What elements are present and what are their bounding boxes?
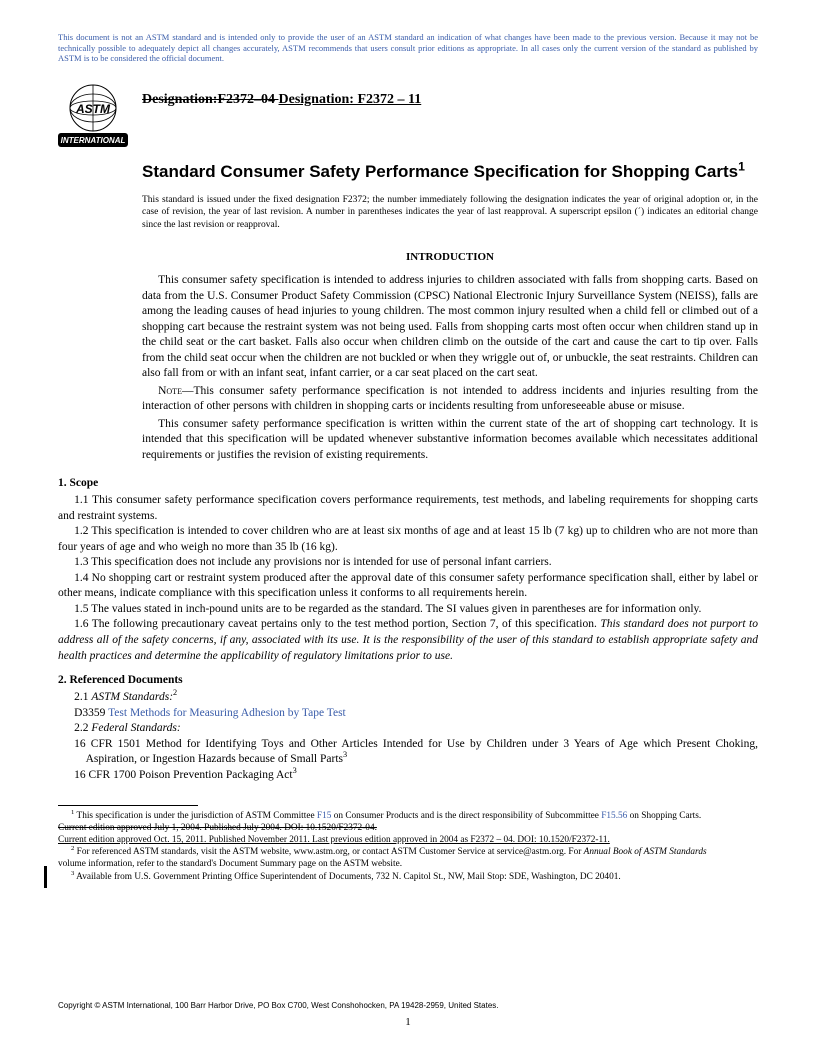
ref-2-2-italic: Federal Standards: [91, 722, 180, 734]
ref-d3359-num: D3359 [74, 707, 105, 719]
fn1-b: on Consumer Products and is the direct r… [331, 811, 601, 821]
ref-cfr1700-text: 16 CFR 1700 Poison Prevention Packaging … [74, 769, 293, 781]
ref-cfr1501: 16 CFR 1501 Method for Identifying Toys … [58, 737, 758, 768]
scope-heading: 1. Scope [58, 477, 758, 489]
refdocs-heading: 2. Referenced Documents [58, 674, 758, 686]
footnote-2b: volume information, refer to the standar… [58, 858, 758, 870]
fn3-text: Available from U.S. Government Printing … [74, 872, 620, 882]
title-text: Standard Consumer Safety Performance Spe… [142, 162, 738, 181]
ref-2-1: 2.1 ASTM Standards:2 [58, 690, 758, 706]
title-column: Standard Consumer Safety Performance Spe… [142, 161, 758, 463]
copyright-line: Copyright © ASTM International, 100 Barr… [58, 1001, 499, 1010]
designation-old: Designation:F2372–04 [142, 92, 279, 107]
fn2-a: For referenced ASTM standards, visit the… [74, 847, 583, 857]
page-number: 1 [0, 1016, 816, 1028]
footnote-2: 2 For referenced ASTM standards, visit t… [58, 846, 758, 858]
fn1-new-text: Current edition approved Oct. 15, 2011. … [58, 835, 610, 845]
change-bar-1 [44, 866, 47, 888]
ref-cfr1700: 16 CFR 1700 Poison Prevention Packaging … [58, 768, 758, 784]
ref-cfr1700-sup: 3 [293, 766, 297, 775]
issuance-note: This standard is issued under the fixed … [142, 194, 758, 231]
fn2-italic: Annual Book of ASTM Standards [584, 847, 707, 857]
title-superscript: 1 [738, 159, 745, 173]
footnote-1: 1 This specification is under the jurisd… [58, 810, 758, 822]
scope-1-3: 1.3 This specification does not include … [58, 555, 758, 571]
scope-1-5: 1.5 The values stated in inch-pound unit… [58, 602, 758, 618]
scope-1-1: 1.1 This consumer safety performance spe… [58, 493, 758, 524]
designation-block: Designation:F2372–04 Designation: F2372 … [142, 82, 421, 108]
document-title: Standard Consumer Safety Performance Spe… [142, 161, 758, 182]
intro-paragraph-3: This consumer safety performance specifi… [142, 417, 758, 464]
ref-cfr1501-text: 16 CFR 1501 Method for Identifying Toys … [74, 738, 758, 766]
fn1-c: on Shopping Carts. [627, 811, 701, 821]
ref-2-2-num: 2.2 [74, 722, 91, 734]
footnote-1-strike: Current edition approved July 1, 2004. P… [58, 822, 758, 834]
fn1-a: This specification is under the jurisdic… [74, 811, 317, 821]
designation-line: Designation:F2372–04 Designation: F2372 … [142, 92, 421, 108]
footnote-1-new: Current edition approved Oct. 15, 2011. … [58, 834, 758, 846]
designation-new: Designation: F2372 – 11 [279, 92, 422, 107]
astm-logo: ASTM INTERNATIONAL [58, 82, 128, 155]
fn1-link-f15[interactable]: F15 [317, 811, 331, 821]
footnote-3: 3 Available from U.S. Government Printin… [58, 871, 758, 883]
fn1-strike-text: Current edition approved July 1, 2004. P… [58, 823, 377, 833]
scope-1-6-plain: 1.6 The following precautionary caveat p… [74, 618, 600, 630]
svg-text:INTERNATIONAL: INTERNATIONAL [61, 136, 126, 145]
ref-d3359: D3359 Test Methods for Measuring Adhesio… [58, 706, 758, 722]
ref-2-1-italic: ASTM Standards: [91, 691, 173, 703]
ref-d3359-link[interactable]: Test Methods for Measuring Adhesion by T… [108, 707, 346, 719]
introduction-heading: INTRODUCTION [142, 251, 758, 263]
fn1-link-f1556[interactable]: F15.56 [601, 811, 627, 821]
header-row: ASTM INTERNATIONAL Designation:F2372–04 … [58, 82, 758, 155]
svg-text:ASTM: ASTM [75, 102, 111, 116]
intro-note: Note—This consumer safety performance sp… [142, 384, 758, 415]
footnotes-rule [58, 805, 198, 806]
disclaimer-text: This document is not an ASTM standard an… [58, 32, 758, 64]
ref-cfr1501-sup: 3 [343, 750, 347, 759]
ref-2-2: 2.2 Federal Standards: [58, 721, 758, 737]
body-section: 1. Scope 1.1 This consumer safety perfor… [58, 477, 758, 882]
note-text: —This consumer safety performance specif… [142, 385, 758, 413]
scope-1-6: 1.6 The following precautionary caveat p… [58, 617, 758, 664]
intro-paragraph-1: This consumer safety specification is in… [142, 273, 758, 382]
scope-1-2: 1.2 This specification is intended to co… [58, 524, 758, 555]
scope-1-4: 1.4 No shopping cart or restraint system… [58, 571, 758, 602]
ref-2-1-num: 2.1 [74, 691, 91, 703]
note-label: Note [158, 385, 182, 397]
ref-2-1-sup: 2 [173, 688, 177, 697]
